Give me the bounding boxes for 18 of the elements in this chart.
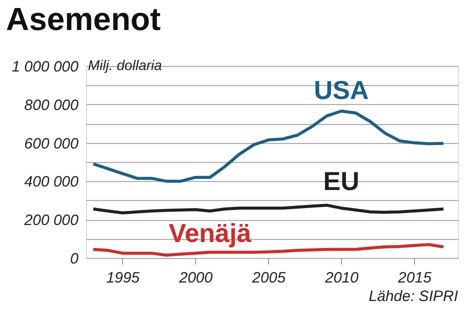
y-axis-title: Milj. dollaria: [88, 57, 162, 73]
y-tick-label: 600 000: [24, 135, 80, 152]
line-series: [92, 204, 445, 214]
x-tick-label: 1995: [106, 270, 140, 286]
x-tick-label: 2010: [324, 270, 360, 286]
chart-title: Asemenot: [6, 1, 162, 37]
x-tick-label: 2005: [251, 270, 286, 286]
y-tick-label: 800 000: [24, 96, 80, 114]
y-tick-label: 400 000: [24, 174, 80, 191]
y-tick-label: 0: [70, 250, 80, 268]
x-tick-label: 2000: [178, 270, 214, 286]
y-tick-label: 200 000: [23, 212, 80, 230]
text: Lähde: SIPRI: [368, 288, 458, 305]
series-label: EU: [323, 166, 360, 196]
y-tick-label: 1 000 000: [12, 58, 80, 76]
x-tick-label: 2015: [397, 270, 432, 286]
series-label: Venäjä: [168, 218, 252, 248]
series-label: USA: [314, 74, 369, 105]
